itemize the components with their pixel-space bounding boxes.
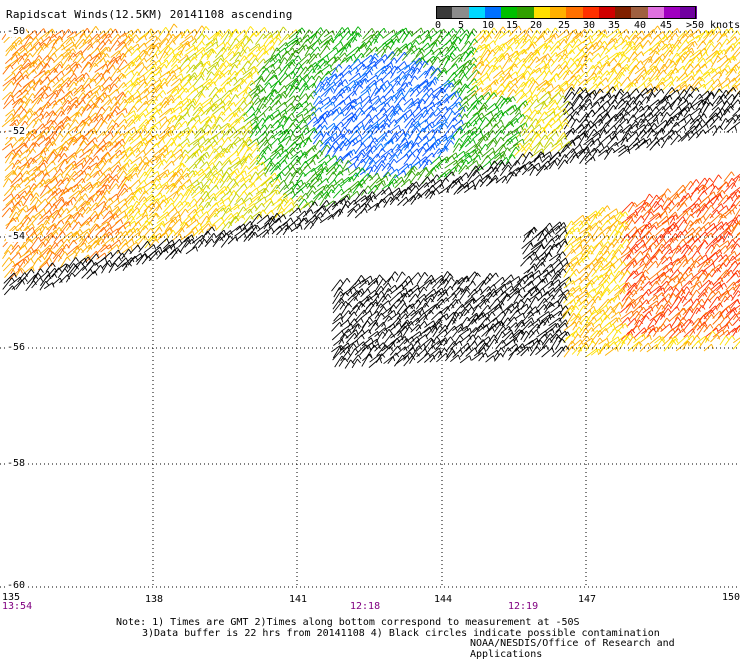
colorbar-frame (436, 6, 696, 19)
colorbar-label: >50 (686, 20, 704, 31)
lat-label-56: -56 (6, 342, 26, 353)
lon-label-144: 144 (434, 594, 452, 605)
colorbar-label: 45 (660, 20, 672, 31)
lon-label-138: 138 (145, 594, 163, 605)
colorbar-label: 40 (634, 20, 646, 31)
map-title: Rapidscat Winds(12.5KM) 20141108 ascendi… (6, 8, 293, 21)
lat-label-60: -60 (6, 580, 26, 591)
colorbar-label: 20 (530, 20, 542, 31)
lon-label-150: 150 (722, 592, 740, 603)
colorbar-label: 0 (435, 20, 441, 31)
wind-barb-layer (2, 24, 740, 369)
lat-label-58: -58 (6, 458, 26, 469)
footnote-line-1: Note: 1) Times are GMT 2)Times along bot… (116, 617, 580, 628)
colorbar-label: 35 (608, 20, 620, 31)
colorbar-label: 30 (583, 20, 595, 31)
lon-label-147: 147 (578, 594, 596, 605)
lon-label-141: 141 (289, 594, 307, 605)
lat-label-52: -52 (6, 126, 26, 137)
time-label-mid: 12:18 (350, 601, 380, 612)
lat-label-54: -54 (6, 231, 26, 242)
colorbar-label: 10 (482, 20, 494, 31)
colorbar-label: 25 (558, 20, 570, 31)
colorbar-unit: knots (710, 20, 740, 31)
lat-label-50: -50 (6, 26, 26, 37)
time-label-left: 13:54 (2, 601, 32, 612)
colorbar-label: 15 (506, 20, 518, 31)
colorbar-label: 5 (458, 20, 464, 31)
time-label-right: 12:19 (508, 601, 538, 612)
credit-line: NOAA/NESDIS/Office of Research and Appli… (470, 638, 740, 660)
